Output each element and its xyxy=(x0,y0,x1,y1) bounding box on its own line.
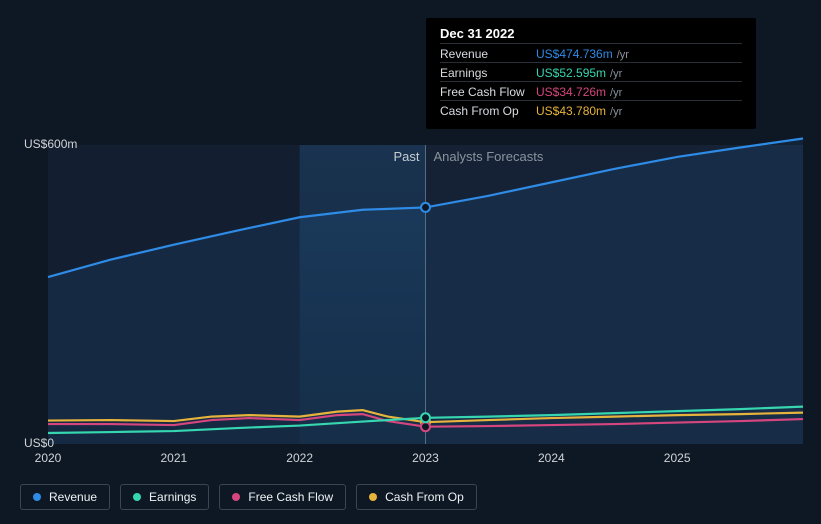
x-tick-label: 2021 xyxy=(160,451,187,465)
y-tick-label: US$600m xyxy=(24,137,77,151)
tooltip-row-label: Earnings xyxy=(440,66,536,80)
forecast-label: Analysts Forecasts xyxy=(434,149,544,164)
tooltip-row-label: Free Cash Flow xyxy=(440,85,536,99)
marker-free_cash_flow xyxy=(421,422,430,431)
tooltip-row-label: Cash From Op xyxy=(440,104,536,118)
x-tick-label: 2023 xyxy=(412,451,439,465)
tooltip-row-unit: /yr xyxy=(617,49,629,61)
tooltip-row-cash_from_op: Cash From OpUS$43.780m/yr xyxy=(440,100,742,119)
tooltip-row-label: Revenue xyxy=(440,47,536,61)
tooltip-row-earnings: EarningsUS$52.595m/yr xyxy=(440,62,742,81)
legend-item-earnings[interactable]: Earnings xyxy=(120,484,209,510)
x-tick-label: 2022 xyxy=(286,451,313,465)
legend-label: Revenue xyxy=(49,490,97,504)
marker-earnings xyxy=(421,413,430,422)
tooltip-row-value: US$43.780m xyxy=(536,104,606,118)
legend-item-free_cash_flow[interactable]: Free Cash Flow xyxy=(219,484,346,510)
legend-swatch xyxy=(133,493,141,501)
chart-legend: Revenue Earnings Free Cash Flow Cash From O… xyxy=(20,484,477,510)
x-tick-label: 2020 xyxy=(35,451,62,465)
tooltip-row-unit: /yr xyxy=(610,106,622,118)
legend-label: Free Cash Flow xyxy=(248,490,333,504)
tooltip-row-unit: /yr xyxy=(610,87,622,99)
legend-swatch xyxy=(232,493,240,501)
tooltip-date: Dec 31 2022 xyxy=(440,26,742,43)
past-label: Past xyxy=(393,149,419,164)
legend-item-cash_from_op[interactable]: Cash From Op xyxy=(356,484,477,510)
tooltip-row-unit: /yr xyxy=(610,68,622,80)
tooltip-row-value: US$474.736m xyxy=(536,47,613,61)
tooltip-row-revenue: RevenueUS$474.736m/yr xyxy=(440,43,742,62)
marker-revenue xyxy=(421,203,430,212)
x-tick-label: 2025 xyxy=(664,451,691,465)
x-tick-label: 2024 xyxy=(538,451,565,465)
tooltip-row-free_cash_flow: Free Cash FlowUS$34.726m/yr xyxy=(440,81,742,100)
legend-item-revenue[interactable]: Revenue xyxy=(20,484,110,510)
legend-swatch xyxy=(33,493,41,501)
legend-swatch xyxy=(369,493,377,501)
tooltip-row-value: US$52.595m xyxy=(536,66,606,80)
tooltip-row-value: US$34.726m xyxy=(536,85,606,99)
chart-tooltip: Dec 31 2022 RevenueUS$474.736m/yrEarning… xyxy=(426,18,756,129)
y-tick-label: US$0 xyxy=(24,436,54,450)
legend-label: Cash From Op xyxy=(385,490,464,504)
legend-label: Earnings xyxy=(149,490,196,504)
